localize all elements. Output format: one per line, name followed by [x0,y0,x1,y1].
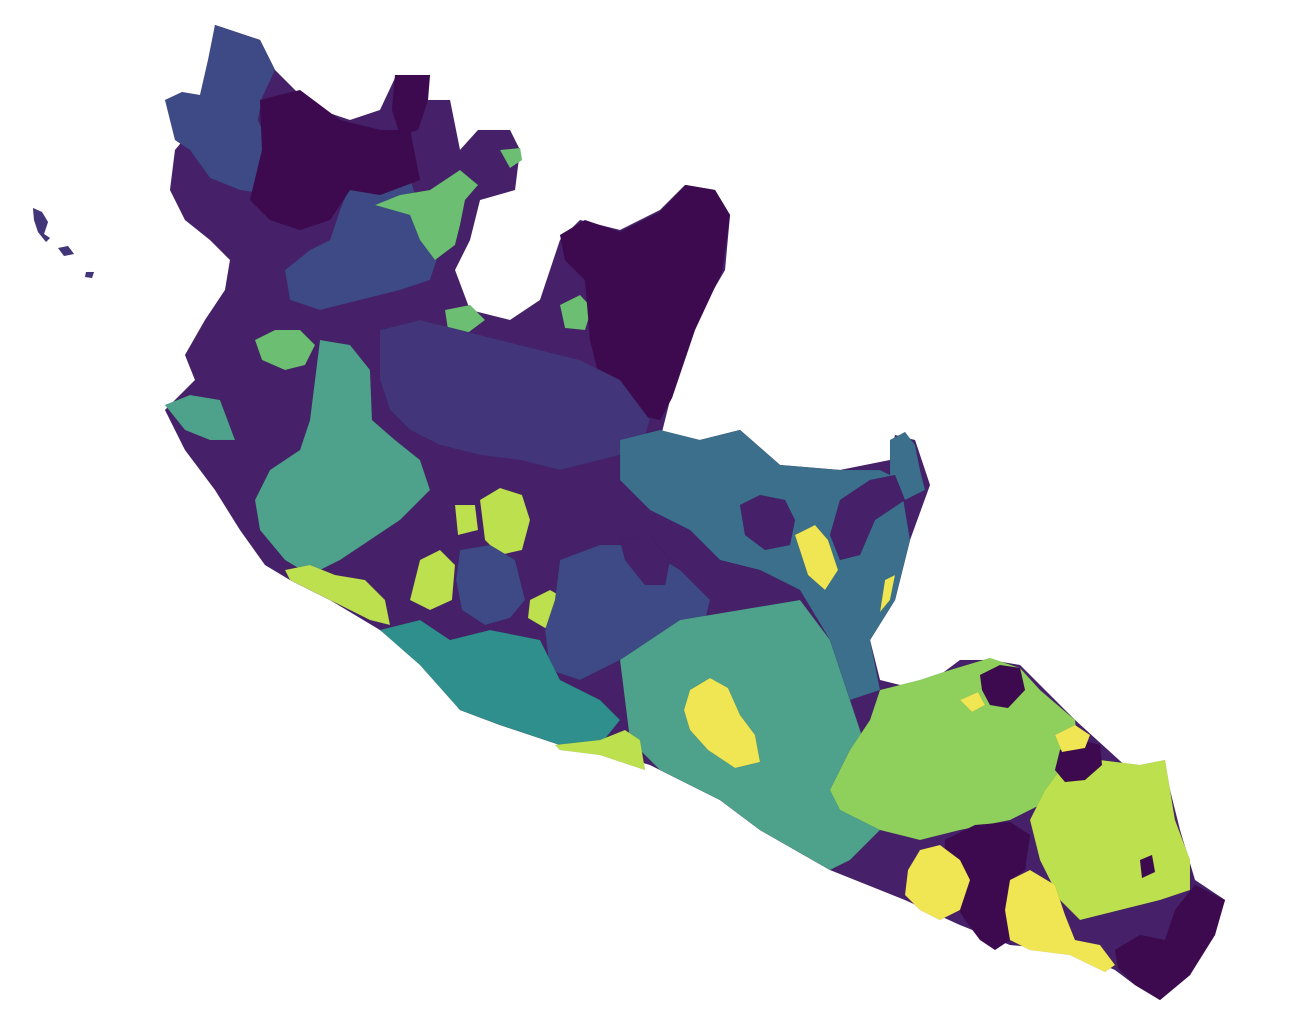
region-south-yellow [683,677,761,769]
region-east-yellow [794,524,839,591]
region-east-blue-teal [619,429,911,701]
region-east-yellow-sliver [879,574,896,613]
region-island [57,245,75,257]
region-southeast-yellow [1054,724,1091,753]
region-southeast-dark [1114,884,1226,1001]
region-island [84,271,95,279]
region-central-lime [479,487,531,556]
region-east-dark [619,534,671,586]
region-southeast-yellow [1004,869,1116,973]
region-northeast-arm [559,184,731,421]
region-west-green [254,329,316,371]
region-southeast-lime [1029,759,1191,921]
region-central-blue [455,544,526,626]
region-southeast-dark [979,664,1026,709]
region-central-lime [409,549,456,611]
region-island [32,207,51,243]
region-north-dark-spike [391,74,431,136]
region-north-green-patch [374,169,479,261]
region-south-coast-teal [379,619,621,746]
region-east-dark [829,474,906,561]
region-southeast-yellow [959,691,986,713]
region-southeast-yellow [904,844,971,921]
region-south-coast-lime [554,729,646,771]
region-central-lime [454,504,479,536]
map-regions [32,24,1226,1001]
region-central-west-teal [254,339,431,576]
region-north-green-tip [499,147,523,169]
region-southeast-green [829,657,1081,841]
region-west-coast-lime [284,564,391,626]
region-north-central-dark [249,89,421,231]
region-north-west-block [164,24,281,196]
region-southeast-dark [1139,854,1156,879]
region-east-dark [739,494,796,551]
region-west-teal [164,394,236,441]
region-green-spot [444,304,486,336]
